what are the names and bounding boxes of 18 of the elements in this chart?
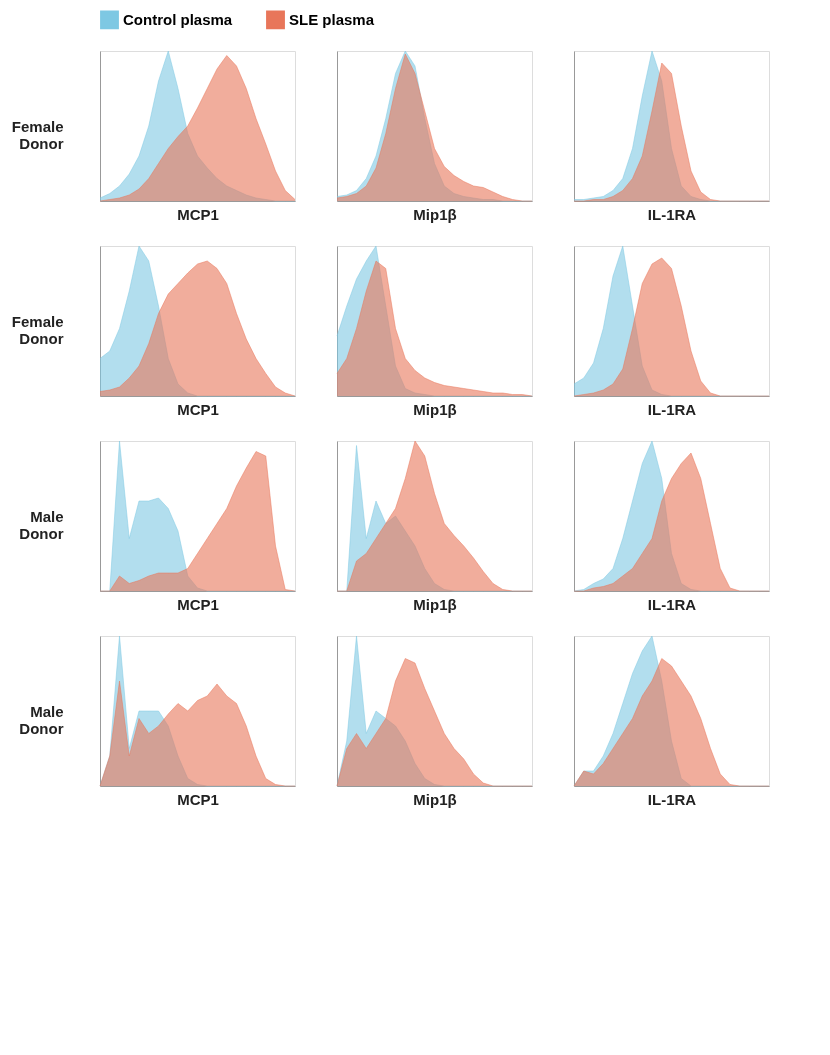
x-axis-title: Mip1β xyxy=(413,205,457,223)
x-axis-title: IL-1RA xyxy=(647,595,697,613)
x-axis-title: MCP1 xyxy=(177,790,219,808)
x-axis-title: Mip1β xyxy=(413,400,457,418)
x-axis-title: IL-1RA xyxy=(647,205,697,223)
x-axis-title: Mip1β xyxy=(413,790,457,808)
x-axis-title: IL-1RA xyxy=(647,400,697,418)
legend-label: Control plasma xyxy=(123,10,233,28)
x-axis-title: MCP1 xyxy=(177,400,219,418)
y-axis-title: Female Donor xyxy=(11,117,64,152)
y-axis-title: Female Donor xyxy=(11,312,64,347)
x-axis-title: MCP1 xyxy=(177,595,219,613)
x-axis-title: MCP1 xyxy=(177,205,219,223)
x-axis-title: IL-1RA xyxy=(647,790,697,808)
x-axis-title: Mip1β xyxy=(413,595,457,613)
y-axis-title: Male Donor xyxy=(19,702,64,737)
y-axis-title: Male Donor xyxy=(19,507,64,542)
legend-label: SLE plasma xyxy=(289,10,375,28)
